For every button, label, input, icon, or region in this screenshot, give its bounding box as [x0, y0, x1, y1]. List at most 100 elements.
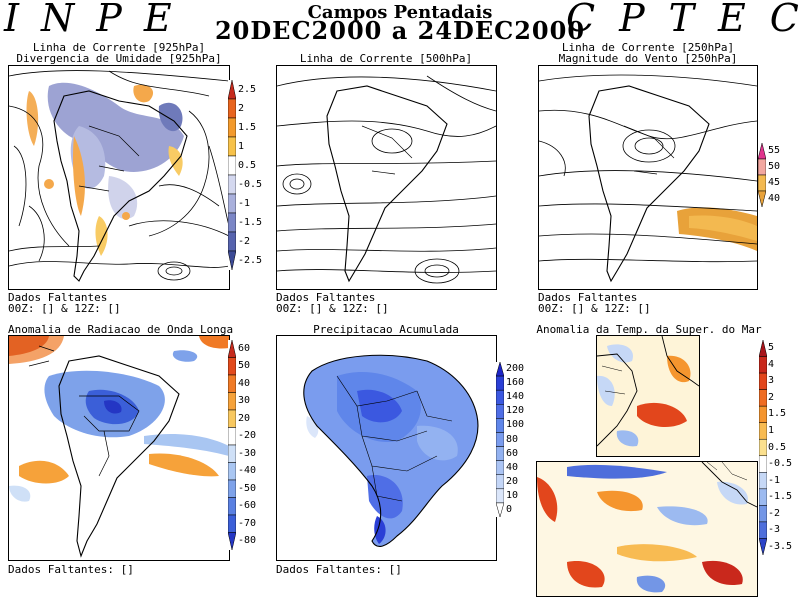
p1-colorbar-label: 1 [238, 140, 245, 152]
p6-colorbar-segment [759, 438, 767, 457]
p4-colorbar-segment [228, 479, 236, 498]
p4-colorbar-segment [228, 427, 236, 446]
p2-title-1: Linha de Corrente [500hPa] [299, 52, 473, 65]
p6-colorbar-label: -2 [768, 507, 781, 519]
p4-colorbar-segment [228, 514, 236, 533]
p1-colorbar-label: 2 [238, 102, 245, 114]
p5-colorbar-label: 160 [506, 377, 525, 389]
p5-colorbar-label: 100 [506, 419, 525, 431]
p6-colorbar-label: -0.5 [768, 458, 793, 470]
p1-colorbar-segment [228, 80, 236, 100]
p4-colorbar-segment [228, 444, 236, 463]
period-title: 20DEC2000 a 24DEC2000 [214, 16, 586, 45]
p6-colorbar-segment [759, 340, 767, 357]
p5-colorbar-segment [496, 502, 504, 517]
p5-colorbar [496, 362, 504, 517]
p1-colorbar-label: 1.5 [238, 121, 257, 133]
p4-colorbar-label: -20 [238, 430, 257, 442]
p5-colorbar-label: 10 [506, 489, 519, 501]
p6-colorbar-segment [759, 356, 767, 374]
p5-colorbar-segment [496, 375, 504, 391]
p5-missing: Dados Faltantes: [] [276, 563, 402, 576]
p4-colorbar-segment [228, 392, 236, 411]
p4-colorbar-label: 50 [238, 360, 251, 372]
p4-colorbar-label: -50 [238, 482, 257, 494]
p5-colorbar-segment [496, 488, 504, 504]
p4-title-1: Anomalia de Radiacao de Onda Longa [8, 323, 234, 336]
p1-colorbar-segment [228, 155, 236, 176]
p3-colorbar-segment [758, 174, 766, 192]
p6-colorbar-segment [759, 455, 767, 473]
p1-colorbar-label: -1 [238, 197, 251, 209]
p4-colorbar-segment [228, 340, 236, 358]
p4-colorbar-label: 40 [238, 377, 251, 389]
p3-map-250hpa [538, 65, 758, 290]
p4-colorbar-label: 20 [238, 412, 251, 424]
p1-title-1: Linha de Corrente [925hPa] [32, 41, 206, 54]
p4-colorbar-segment [228, 357, 236, 376]
p3-colorbar-segment [758, 190, 766, 207]
p5-colorbar-label: 200 [506, 363, 525, 375]
p1-colorbar-segment [228, 193, 236, 214]
p6-colorbar-segment [759, 405, 767, 423]
p6-title-1: Anomalia da Temp. da Super. do Mar [536, 323, 762, 336]
p6-colorbar-segment [759, 422, 767, 440]
p6-map-sst-atlantic [596, 335, 700, 457]
p4-colorbar-segment [228, 497, 236, 516]
p6-colorbar-label: 5 [768, 342, 775, 354]
p6-colorbar-label: 1.5 [768, 408, 787, 420]
p2-missing-hours: 00Z: [] & 12Z: [] [276, 302, 389, 315]
p1-colorbar-segment [228, 117, 236, 138]
p3-colorbar-segment [758, 143, 766, 160]
p4-colorbar-segment [228, 409, 236, 428]
p4-colorbar-label: -40 [238, 465, 257, 477]
p4-colorbar [228, 340, 236, 550]
p1-colorbar-label: -1.5 [238, 216, 263, 228]
p3-colorbar [758, 143, 766, 207]
p6-colorbar-segment [759, 505, 767, 523]
p4-colorbar-label: -30 [238, 447, 257, 459]
p5-colorbar-segment [496, 474, 504, 490]
p5-colorbar-segment [496, 404, 504, 419]
main-title: Campos Pentadais [307, 2, 493, 23]
p5-colorbar-segment [496, 432, 504, 447]
p6-colorbar-label: -3.5 [768, 540, 793, 552]
p6-colorbar-label: 1 [768, 424, 775, 436]
p1-colorbar-label: -0.5 [238, 178, 263, 190]
p6-colorbar-label: -1 [768, 474, 781, 486]
p4-colorbar-label: 30 [238, 395, 251, 407]
p5-colorbar-label: 0 [506, 503, 513, 515]
cptec-logo-text: CPTEC [566, 0, 800, 40]
p6-colorbar-segment [759, 472, 767, 490]
p1-title-2: Divergencia de Umidade [925hPa] [16, 52, 222, 65]
p6-colorbar-segment [759, 538, 767, 555]
p5-colorbar-label: 140 [506, 391, 525, 403]
p4-colorbar-label: -80 [238, 535, 257, 547]
p3-colorbar-label: 40 [768, 193, 781, 204]
p6-colorbar-label: 2 [768, 391, 775, 403]
p5-title-1: Precipitacao Acumulada [313, 323, 459, 336]
p6-colorbar [759, 340, 767, 555]
p4-colorbar-label: -60 [238, 500, 257, 512]
p3-missing-hours: 00Z: [] & 12Z: [] [538, 302, 651, 315]
p4-map-olr-anomaly [8, 335, 230, 561]
p5-colorbar-label: 20 [506, 475, 519, 487]
p3-colorbar-label: 50 [768, 161, 781, 172]
p1-colorbar-label: 2.5 [238, 83, 257, 95]
p4-colorbar-label: 60 [238, 342, 251, 354]
p4-colorbar-label: -70 [238, 517, 257, 529]
p5-colorbar-label: 40 [506, 461, 519, 473]
inpe-logo-text: INPE [4, 0, 194, 40]
p3-title-2: Magnitude do Vento [250hPa] [558, 52, 738, 65]
p1-colorbar-segment [228, 212, 236, 233]
p4-colorbar-segment [228, 462, 236, 481]
p1-colorbar-segment [228, 250, 236, 270]
p6-colorbar-label: 0.5 [768, 441, 787, 453]
p6-colorbar-label: -3 [768, 524, 781, 536]
p5-map-precipitation [276, 335, 497, 561]
p2-map-500hpa [276, 65, 497, 290]
p5-colorbar-label: 120 [506, 405, 525, 417]
p1-colorbar-segment [228, 136, 236, 157]
p3-colorbar-label: 55 [768, 145, 781, 156]
p3-colorbar-segment [758, 158, 766, 176]
